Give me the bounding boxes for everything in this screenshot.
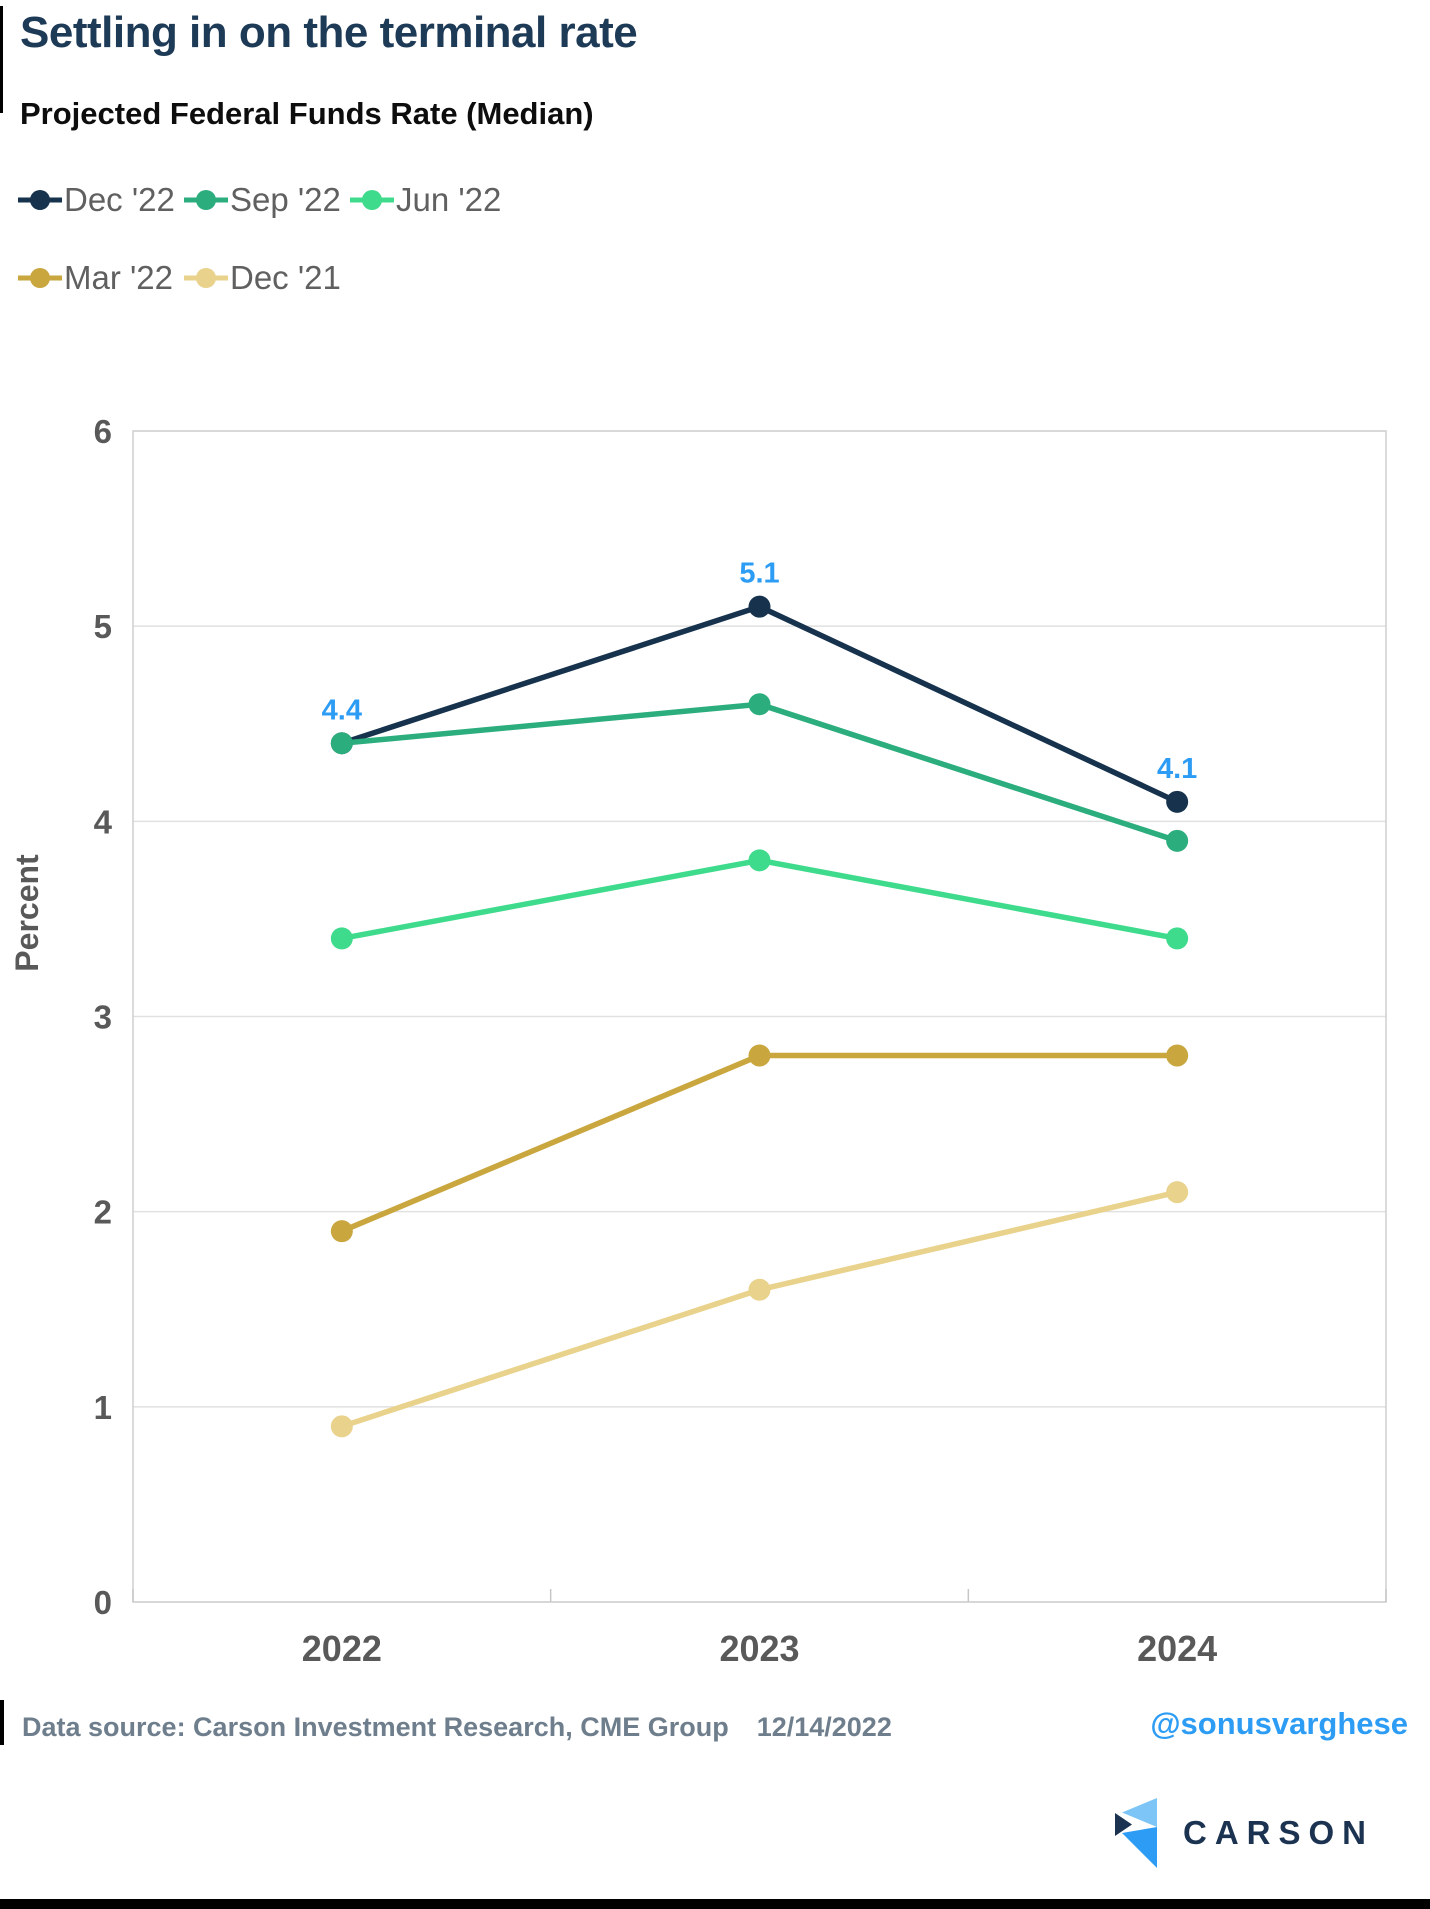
y-tick-label: 4 [94,803,113,840]
carson-wordmark: CARSON [1182,1814,1374,1851]
y-tick-label: 6 [94,413,112,450]
legend-item-jun-22: Jun '22 [350,181,516,219]
data-point [330,1415,353,1438]
legend-item-label: Jun '22 [396,181,502,218]
data-source-text: Data source: Carson Investment Research,… [22,1712,892,1743]
data-point [748,1044,771,1067]
data-point [748,595,771,618]
x-tick-label: 2022 [302,1628,382,1669]
data-label: 5.1 [739,558,779,590]
legend-marker-icon [18,190,62,210]
data-point [1166,829,1189,852]
series-line [339,857,1180,942]
twitter-handle[interactable]: @sonusvarghese [1150,1706,1408,1741]
y-tick-label: 0 [94,1584,112,1621]
bottom-bar [0,1899,1430,1909]
legend-marker-icon [184,268,228,288]
data-label: 4.1 [1157,753,1197,785]
legend-item-label: Sep '22 [230,181,341,218]
legend-item-dec-21: Dec '21 [184,259,350,297]
y-tick-label: 1 [94,1389,112,1426]
data-point [330,732,353,755]
data-point [1166,1181,1189,1204]
chart-legend: Dec '22 Sep '22 Jun '22 Mar '22 Dec '21 [18,176,516,302]
legend-row-1: Dec '22 Sep '22 Jun '22 [18,176,516,224]
y-tick-label: 5 [94,608,112,645]
page-title: Settling in on the terminal rate [20,8,638,57]
x-tick-label: 2024 [1137,1628,1217,1669]
plot-border [132,430,1387,1603]
legend-row-2: Mar '22 Dec '21 [18,254,516,302]
legend-marker-icon [184,190,228,210]
legend-item-label: Mar '22 [64,259,174,296]
data-point [748,1278,771,1301]
series-line [339,701,1180,844]
date-text: 12/14/2022 [756,1712,892,1742]
legend-item-label: Dec '21 [230,259,341,296]
data-point [748,849,771,872]
x-tick-label: 2023 [719,1628,799,1669]
data-label: 4.4 [322,694,362,726]
y-tick-label: 2 [94,1194,112,1231]
data-point [748,693,771,716]
y-axis-label: Percent [9,854,45,972]
line-chart: 0 1 2 3 4 5 6 2022 2023 2024 Percent 4.4 5.1 4.1 [9,413,1387,1669]
data-point [330,927,353,950]
data-source-label: Data source: Carson Investment Research,… [22,1712,729,1742]
series-line [339,1052,1180,1234]
carson-logo-icon [1114,1798,1157,1868]
series-line [339,1189,1180,1430]
legend-item-mar-22: Mar '22 [18,259,184,297]
legend-marker-icon [350,190,394,210]
title-accent-bar [0,6,3,113]
data-point [1166,790,1189,813]
legend-marker-icon [18,268,62,288]
chart-subtitle: Projected Federal Funds Rate (Median) [20,96,594,131]
footer-accent-bar [0,1700,4,1745]
y-tick-label: 3 [94,999,112,1036]
carson-logo: CARSON [1114,1798,1374,1868]
data-point [330,1220,353,1243]
data-point [1166,927,1189,950]
data-point [1166,1044,1189,1067]
legend-item-label: Dec '22 [64,181,175,218]
legend-item-sep-22: Sep '22 [184,181,350,219]
legend-item-dec-22: Dec '22 [18,181,184,219]
